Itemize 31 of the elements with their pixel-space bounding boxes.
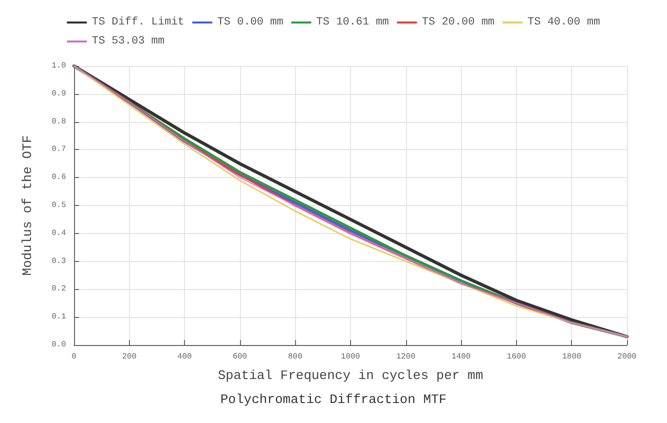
x-tick-label: 1000 [340,352,360,362]
x-tick-label: 0 [72,352,77,362]
y-tick-label: 1.0 [52,62,66,70]
x-tick-label: 1600 [506,352,526,362]
y-tick-label: 0.9 [52,89,66,98]
legend-label: TS 20.00 mm [422,16,495,28]
y-tick-label: 0.6 [52,173,66,182]
y-tick-label: 0.8 [52,117,66,126]
x-tick-label: 600 [232,352,248,362]
y-tick-label: 0.1 [52,312,66,322]
legend-label: TS 40.00 mm [528,16,601,28]
y-tick-label: 0.5 [52,201,66,210]
legend-label: TS 10.61 mm [316,16,390,28]
x-tick-label: 1400 [452,352,471,362]
x-tick-label: 800 [288,352,303,362]
y-tick-label: 0.4 [52,228,66,238]
x-tick-label: 1200 [396,352,416,362]
y-tick-label: 0.3 [52,256,66,266]
y-tick-label: 0.2 [52,284,66,294]
legend-label: TS 0.00 mm [217,16,284,28]
x-axis-title: Spatial Frequency in cycles per mm [218,368,484,383]
x-tick-label: 2000 [617,352,637,362]
x-tick-label: 200 [122,352,137,362]
y-axis-title: Modulus of the OTF [20,135,35,276]
legend-label: TS 53.03 mm [92,36,165,48]
legend-label: TS Diff. Limit [92,16,184,28]
x-tick-label: 400 [177,352,192,362]
x-tick-label: 1800 [562,352,582,362]
y-tick-label: 0.7 [52,145,66,154]
text: Polychromatic Diffraction MTF [220,392,447,407]
y-tick-label: 0.0 [52,340,66,350]
